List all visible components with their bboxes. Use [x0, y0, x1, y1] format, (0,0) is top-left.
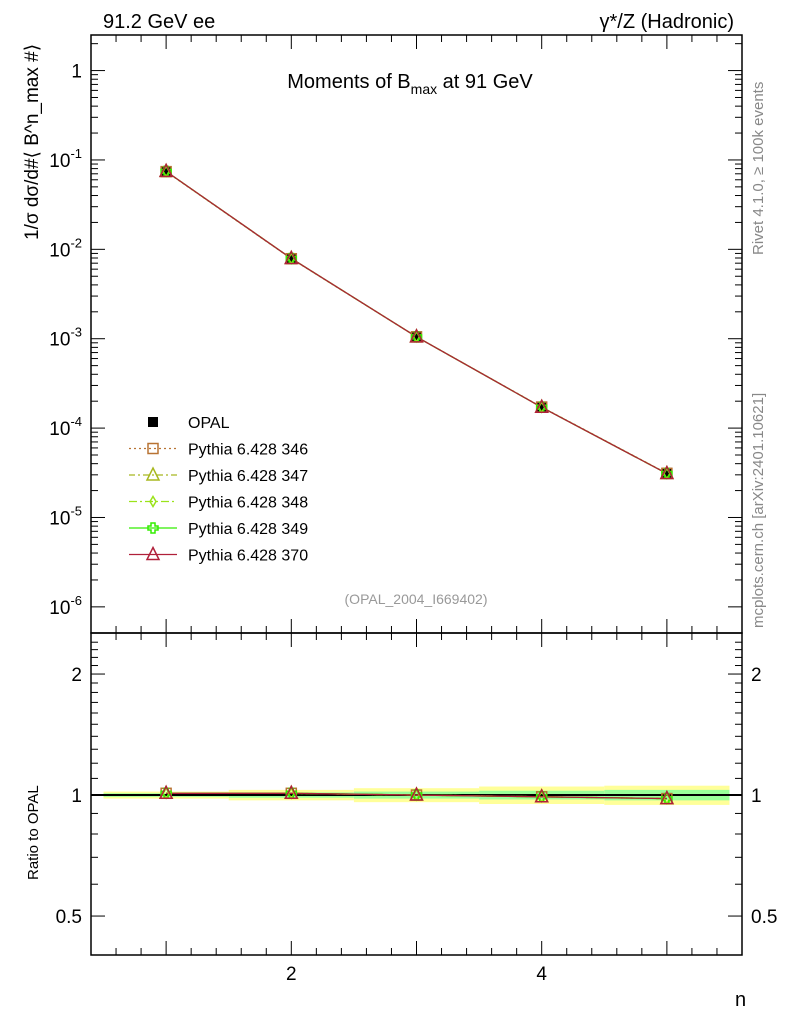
ratio-y-tick-label-right: 1: [751, 786, 762, 807]
y-tick-label: 1: [71, 62, 82, 83]
legend-label: OPAL: [188, 415, 230, 432]
y-tick-base: 10: [49, 419, 70, 440]
y-tick-exp: -4: [70, 414, 82, 429]
y-tick-label: 10-6: [49, 593, 82, 619]
legend-marker: [148, 417, 158, 427]
ratio-y-tick-label-right: 0.5: [751, 907, 777, 928]
y-tick-label: 10-2: [49, 235, 82, 261]
y-tick-label: 10-3: [49, 325, 82, 351]
series-line: [165, 170, 668, 475]
y-tick-base: 1: [71, 62, 82, 83]
ratio-point: [659, 789, 675, 805]
series-line: [165, 170, 668, 475]
legend-label: Pythia 6.428 349: [188, 521, 308, 538]
data-point: [661, 467, 672, 478]
y-axis-label: 1/σ dσ/d#⟨ B^n_max #⟩: [22, 44, 43, 240]
y-tick-exp: -5: [70, 503, 82, 518]
ratio-y-axis-label: Ratio to OPAL: [25, 785, 42, 880]
legend-label: Pythia 6.428 346: [188, 442, 308, 459]
watermark: (OPAL_2004_I669402): [345, 591, 488, 607]
y-tick-base: 10: [49, 240, 70, 261]
side-label-top: Rivet 4.1.0, ≥ 100k events: [750, 82, 767, 255]
y-tick-base: 10: [49, 330, 70, 351]
ratio-y-tick-label: 0.5: [56, 907, 82, 928]
data-point: [284, 249, 299, 265]
data-point: [659, 464, 675, 480]
x-tick-label: 2: [286, 964, 297, 985]
series-line: [165, 170, 668, 475]
legend-marker: [147, 522, 159, 534]
y-tick-base: 10: [49, 508, 70, 529]
x-tick-label: 4: [536, 964, 547, 985]
data-point: [286, 253, 297, 264]
chart-title: Moments of Bmax at 91 GeV: [287, 71, 533, 97]
legend-label: Pythia 6.428 347: [188, 468, 308, 485]
data-point: [534, 398, 549, 414]
y-tick-label: 10-5: [49, 503, 82, 529]
ratio-series-line: [166, 792, 667, 800]
x-axis-label: n: [735, 989, 746, 1011]
series-line: [165, 171, 668, 474]
y-tick-exp: -3: [70, 325, 82, 340]
y-tick-label: 10-4: [49, 414, 82, 440]
legend-marker: [149, 495, 157, 508]
legend-marker: [147, 442, 159, 455]
data-point: [158, 162, 174, 178]
data-point: [161, 166, 172, 177]
header-right: γ*/Z (Hadronic): [600, 11, 734, 33]
header-left: 91.2 GeV ee: [103, 11, 215, 33]
ratio-point: [534, 788, 549, 803]
ratio-point: [409, 786, 424, 801]
y-tick-base: 10: [49, 598, 70, 619]
data-point: [411, 331, 422, 342]
y-tick-exp: -2: [70, 235, 82, 250]
data-point: [536, 401, 547, 412]
ratio-y-tick-label: 1: [71, 786, 82, 807]
legend-marker: [145, 545, 161, 561]
data-point: [409, 328, 424, 343]
y-tick-base: 10: [49, 151, 70, 172]
y-tick-exp: -1: [70, 146, 82, 161]
y-tick-exp: -6: [70, 593, 82, 608]
ratio-point: [158, 784, 174, 800]
y-tick-label: 10-1: [49, 146, 82, 172]
legend-label: Pythia 6.428 348: [188, 495, 308, 512]
side-label-bottom: mcplots.cern.ch [arXiv:2401.10621]: [750, 393, 767, 628]
ratio-y-tick-label: 2: [71, 665, 82, 686]
legend-label: Pythia 6.428 370: [188, 548, 308, 565]
ratio-point: [284, 784, 299, 800]
ratio-y-tick-label-right: 2: [751, 665, 762, 686]
series-line: [165, 170, 668, 475]
legend-marker: [145, 466, 161, 481]
